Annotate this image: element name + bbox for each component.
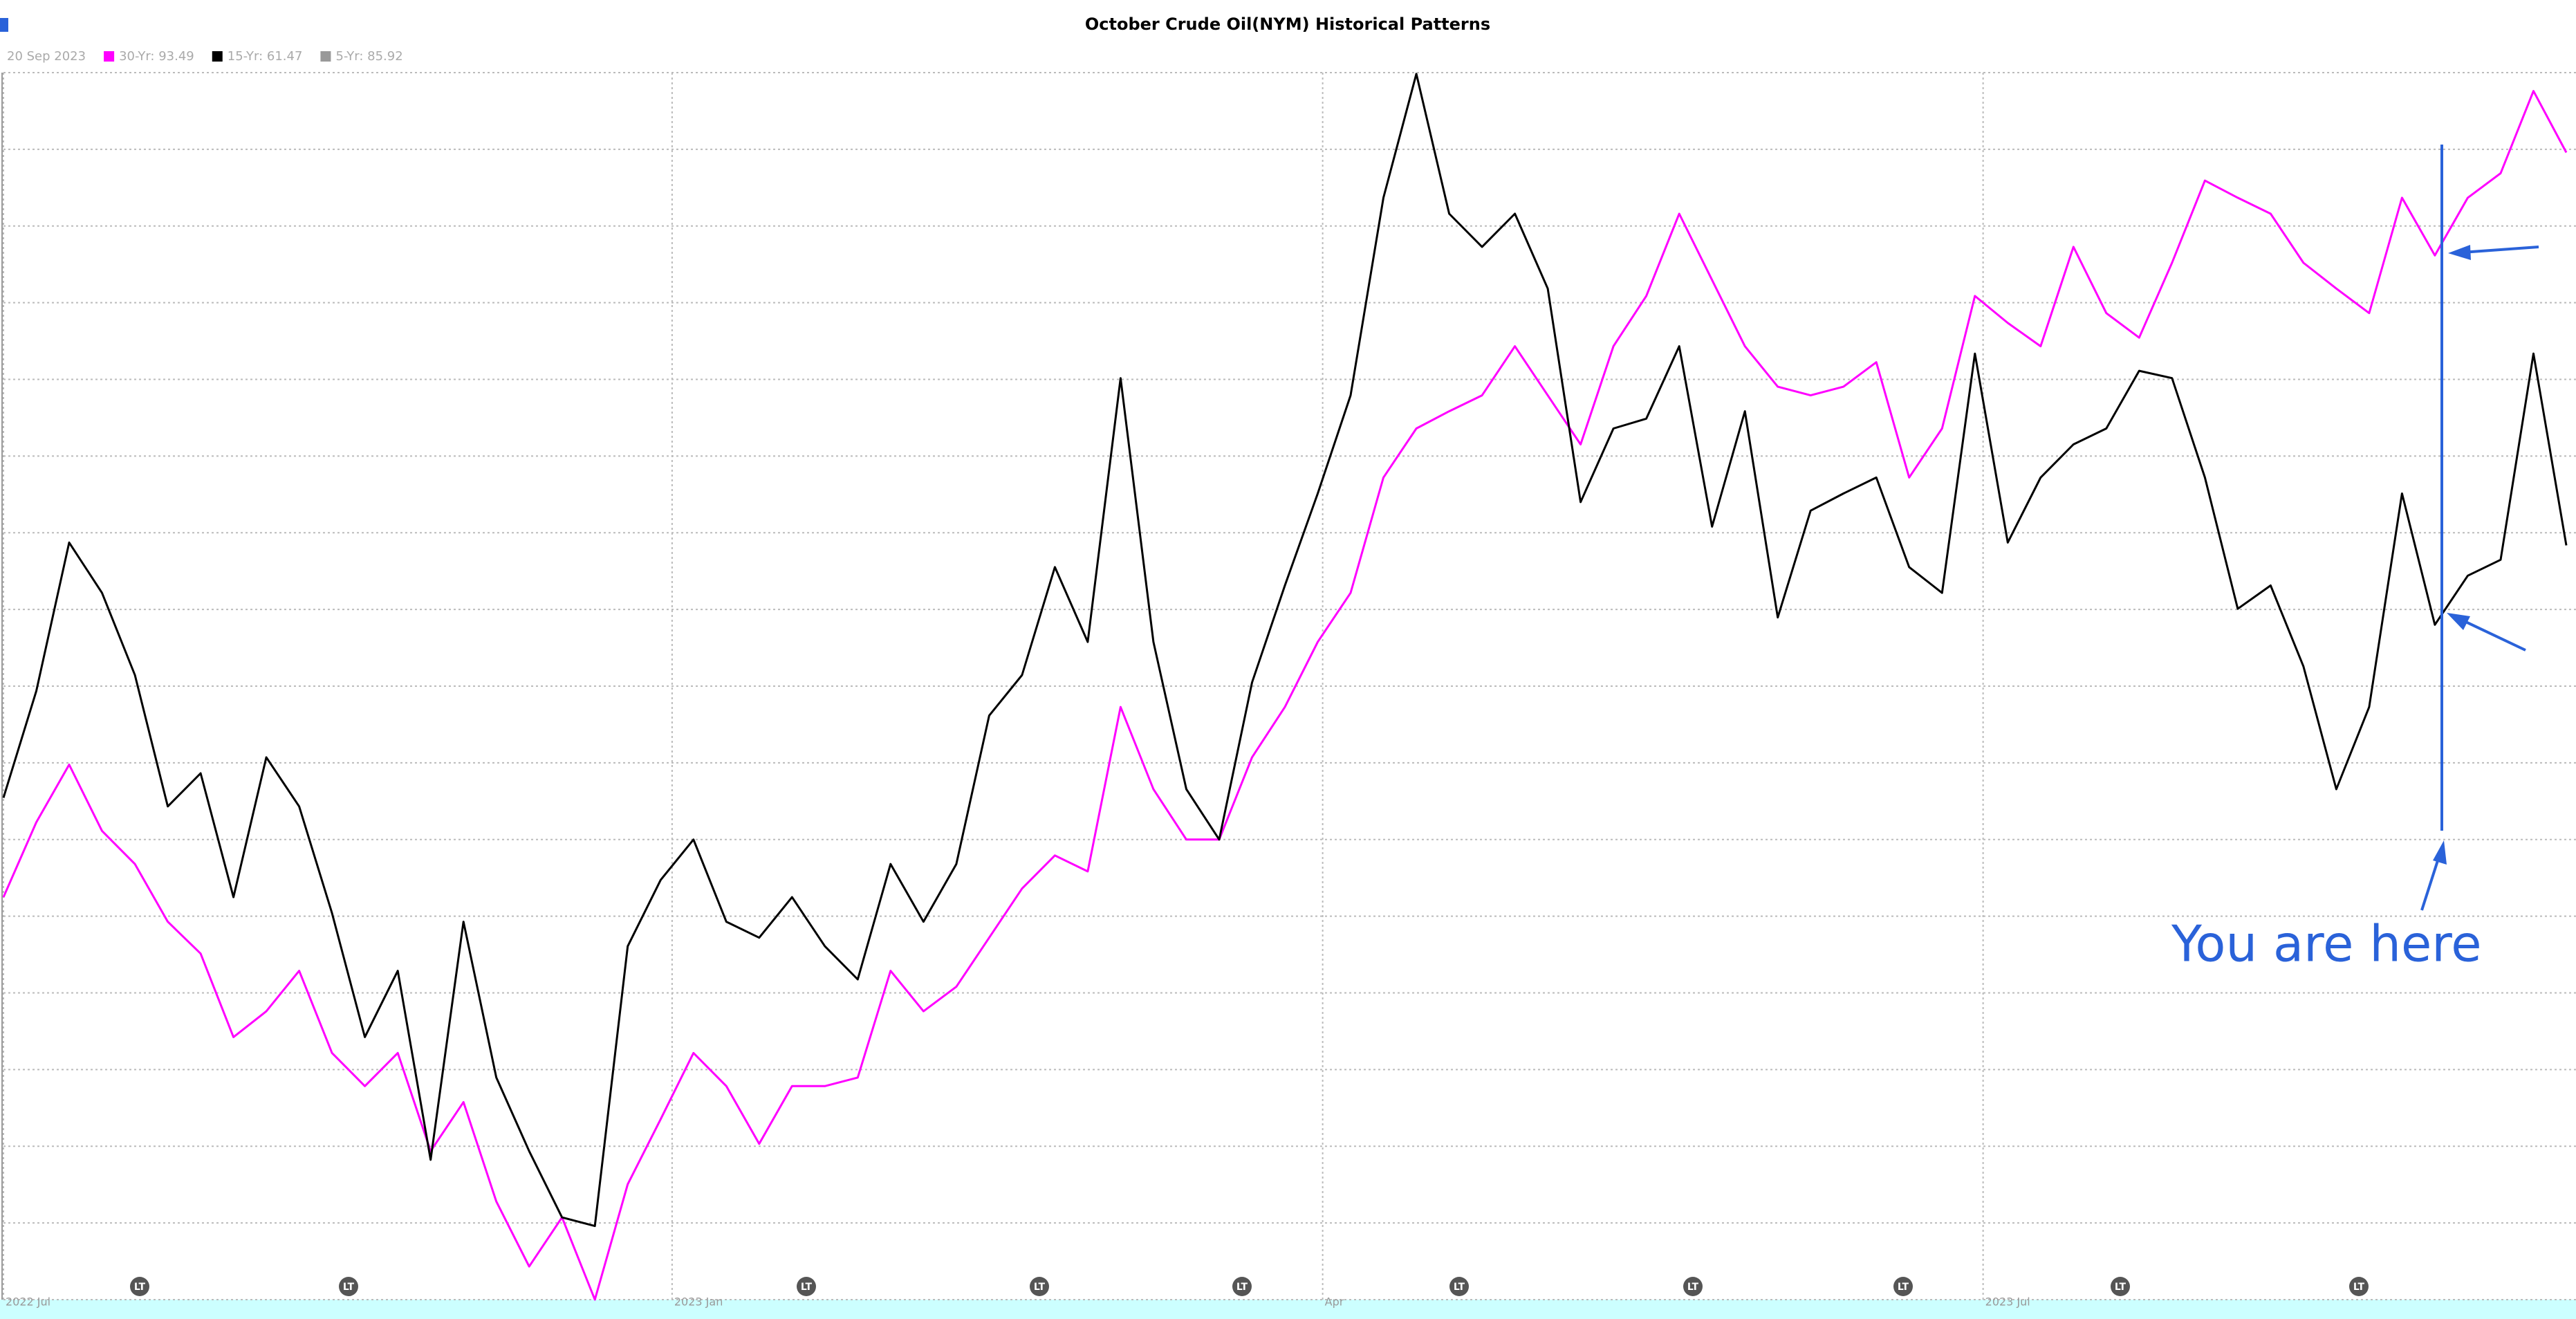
menu-icon[interactable]	[0, 18, 8, 32]
legend-label: 30-Yr: 93.49	[119, 49, 194, 64]
arrow	[2420, 854, 2441, 911]
legend-date: 20 Sep 2023	[7, 49, 86, 64]
event-marker	[1449, 1277, 1469, 1296]
annotation	[2420, 145, 2539, 911]
legend-swatch	[104, 51, 115, 62]
event-label: LT	[801, 1282, 813, 1293]
arrowhead	[2448, 245, 2471, 260]
event-marker	[2349, 1277, 2369, 1296]
event-label: LT	[1898, 1282, 1909, 1293]
event-label: LT	[134, 1282, 146, 1293]
grid: 2022 Jul 2023 Jan Apr 2023 Jul	[1, 72, 2576, 1309]
legend-swatch	[212, 51, 223, 62]
event-label: LT	[1687, 1282, 1699, 1293]
x-tick-label: 2023 Jul	[1985, 1295, 2030, 1309]
arrowhead	[2433, 840, 2447, 865]
event-marker	[1893, 1277, 1913, 1296]
event-marker	[797, 1277, 816, 1296]
chart-title: October Crude Oil(NYM) Historical Patter…	[1085, 15, 1490, 34]
legend-swatch	[320, 51, 331, 62]
arrowhead	[2447, 613, 2470, 630]
event-marker	[1030, 1277, 1049, 1296]
event-label: LT	[1236, 1282, 1248, 1293]
event-marker	[1683, 1277, 1703, 1296]
event-label: LT	[343, 1282, 355, 1293]
x-tick-label: 2022 Jul	[6, 1295, 50, 1309]
annotation-text: You are here	[2171, 915, 2482, 973]
arrow	[2461, 246, 2539, 254]
event-label: LT	[2115, 1282, 2126, 1293]
event-label: LT	[1454, 1282, 1465, 1293]
event-marker	[339, 1277, 358, 1296]
arrow	[2458, 617, 2526, 652]
x-tick-label: 2023 Jan	[674, 1295, 723, 1309]
x-tick-label: Apr	[1325, 1295, 1344, 1309]
legend: 20 Sep 2023 30-Yr: 93.49 15-Yr: 61.47 5-Yr:…	[7, 49, 403, 64]
event-marker	[1232, 1277, 1252, 1296]
event-markers: LT LT LT LT LT LT LT LT LT LT	[130, 1277, 2369, 1296]
plot	[2, 73, 2568, 1301]
event-label: LT	[1034, 1282, 1046, 1293]
x-axis-band	[0, 1300, 2576, 1319]
series-line	[2, 90, 2568, 1301]
event-marker	[130, 1277, 149, 1296]
series-line	[2, 73, 2568, 1228]
legend-label: 15-Yr: 61.47	[228, 49, 303, 64]
legend-label: 5-Yr: 85.92	[335, 49, 402, 64]
event-marker	[2111, 1277, 2130, 1296]
event-label: LT	[2353, 1282, 2365, 1293]
